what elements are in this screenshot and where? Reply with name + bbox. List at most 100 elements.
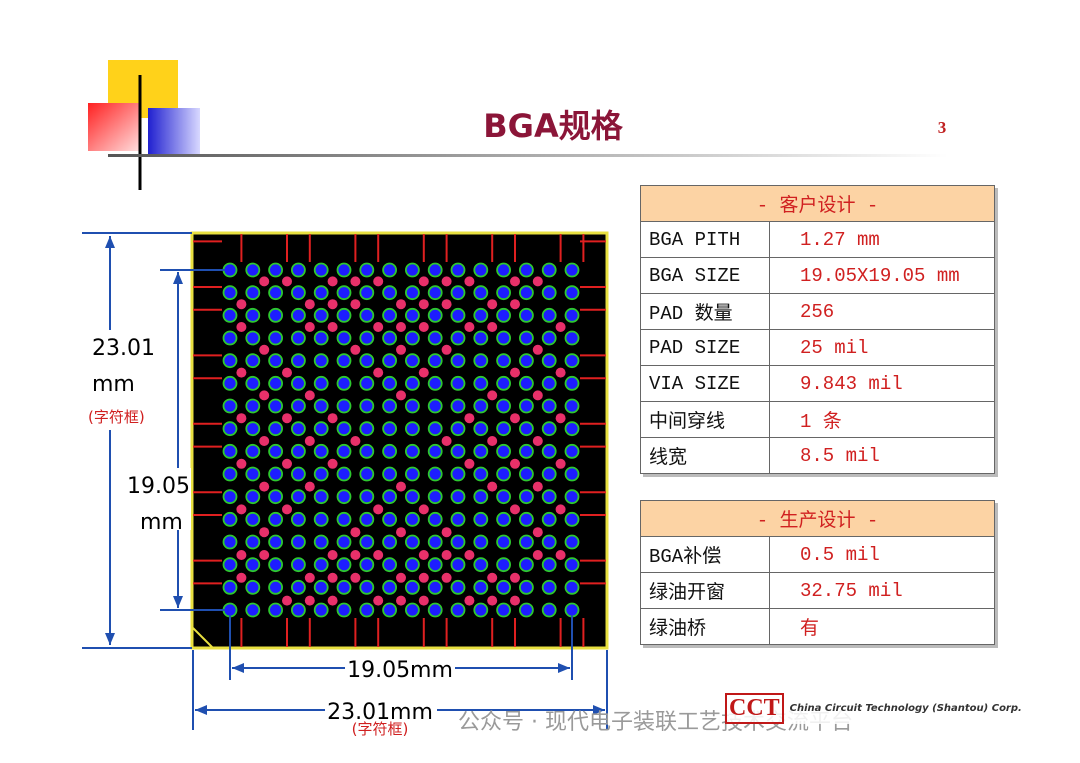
pad [541, 489, 557, 505]
pad [496, 285, 512, 301]
pad [336, 421, 352, 437]
logo-subtitle: China Circuit Technology (Shantou) Corp. [789, 703, 1022, 714]
pad [290, 285, 306, 301]
pad [245, 443, 261, 459]
pad [336, 307, 352, 323]
pad [359, 443, 375, 459]
table-row: 绿油桥有 [640, 608, 995, 645]
pad [496, 421, 512, 437]
cell-value: 32.75 mil [769, 572, 995, 609]
pad [359, 285, 375, 301]
via [532, 481, 543, 492]
via [418, 595, 429, 606]
via [396, 344, 406, 355]
pad [290, 375, 306, 391]
table-row: 线宽 8.5 mil [640, 437, 995, 474]
via [282, 458, 292, 469]
pad [290, 307, 306, 323]
cell-label: VIA SIZE [640, 365, 770, 402]
pad [496, 353, 512, 369]
pad [427, 557, 443, 573]
pad [222, 489, 238, 505]
pad [541, 307, 557, 323]
pad [313, 262, 329, 278]
page-number: 3 [938, 118, 947, 137]
pad [450, 534, 466, 550]
pad [427, 330, 443, 346]
via [464, 550, 475, 560]
pad [473, 443, 489, 459]
pad [336, 262, 352, 278]
pad [245, 421, 261, 437]
via [418, 299, 429, 310]
cell-value: 1 条 [769, 401, 995, 438]
pad [336, 443, 352, 459]
pad [427, 285, 443, 301]
pad [222, 375, 238, 391]
pad [541, 421, 557, 437]
pad [427, 375, 443, 391]
via [259, 276, 270, 287]
pad [564, 443, 580, 459]
pad [245, 557, 261, 573]
pad [450, 421, 466, 437]
via [327, 299, 338, 310]
pad [245, 602, 261, 618]
pad [268, 511, 284, 527]
pad [313, 398, 329, 414]
pad [564, 330, 580, 346]
pad [268, 557, 284, 573]
pad [313, 534, 329, 550]
cell-value: 9.843 mil [769, 365, 995, 402]
pad [473, 353, 489, 369]
pad [336, 557, 352, 573]
pad [336, 489, 352, 505]
via [259, 550, 270, 560]
via [418, 572, 429, 583]
via [487, 390, 498, 401]
via [487, 322, 498, 332]
via [304, 481, 315, 492]
pad [541, 375, 557, 391]
cell-label: BGA SIZE [640, 257, 770, 294]
dim-label: 23.01 [92, 336, 155, 361]
pad [222, 330, 238, 346]
via [555, 322, 566, 332]
cell-value: 有 [769, 608, 995, 645]
pad [382, 534, 398, 550]
pad [404, 285, 420, 301]
pad [336, 579, 352, 595]
via [350, 572, 361, 583]
via [373, 550, 384, 560]
pad [496, 443, 512, 459]
pad [359, 602, 375, 618]
pad [290, 398, 306, 414]
pad [268, 579, 284, 595]
pad [473, 262, 489, 278]
pad [564, 534, 580, 550]
pad [541, 557, 557, 573]
pad [564, 557, 580, 573]
via [236, 572, 247, 583]
pad [541, 602, 557, 618]
via [555, 413, 566, 424]
dim-label: mm [92, 372, 135, 397]
cell-label: 绿油桥 [640, 608, 770, 645]
pad [564, 307, 580, 323]
pad [222, 466, 238, 482]
pad [382, 330, 398, 346]
pad [313, 375, 329, 391]
pad [313, 330, 329, 346]
pad [290, 511, 306, 527]
pad [473, 579, 489, 595]
via [487, 572, 498, 583]
cell-value: 8.5 mil [769, 437, 995, 474]
cell-label: PAD 数量 [640, 293, 770, 330]
pad [336, 398, 352, 414]
via [304, 390, 315, 401]
pad [382, 511, 398, 527]
pad [541, 353, 557, 369]
via [487, 595, 498, 606]
pad [496, 398, 512, 414]
